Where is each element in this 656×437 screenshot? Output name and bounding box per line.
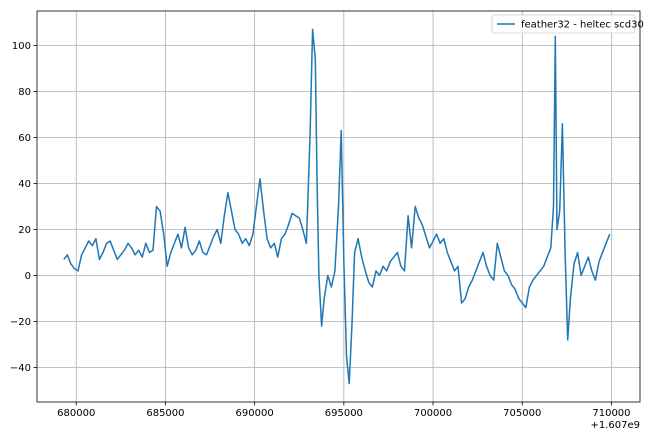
legend-box [491, 14, 636, 34]
y-tick-label: 80 [18, 87, 31, 98]
y-tick-label: 0 [25, 271, 31, 282]
x-tick-label: 685000 [146, 408, 184, 419]
legend-entry-label: feather32 - heltec scd30 [521, 20, 644, 31]
grid-lines [37, 11, 640, 402]
y-tick-label: 40 [18, 179, 31, 190]
x-tick-label: 680000 [57, 408, 95, 419]
legend: feather32 - heltec scd30 [491, 14, 644, 34]
plot-area-frame [36, 10, 641, 403]
x-tick-label: 695000 [325, 408, 363, 419]
x-tick-label: 705000 [503, 408, 541, 419]
y-tick-label: −20 [10, 317, 31, 328]
x-tick-label: 690000 [236, 408, 274, 419]
y-tick-label: 20 [18, 225, 31, 236]
x-axis-offset-label: +1.607e9 [590, 420, 640, 431]
y-tick-label: −40 [10, 363, 31, 374]
y-tick-label: 60 [18, 133, 31, 144]
series-layer [63, 28, 611, 385]
series-line [63, 28, 611, 385]
axis-ticks: 680000 685000 690000 695000 700000 705000 7100… [10, 41, 631, 419]
y-tick-label: 100 [12, 41, 31, 52]
x-tick-label: 700000 [414, 408, 452, 419]
x-tick-label: 710000 [592, 408, 630, 419]
